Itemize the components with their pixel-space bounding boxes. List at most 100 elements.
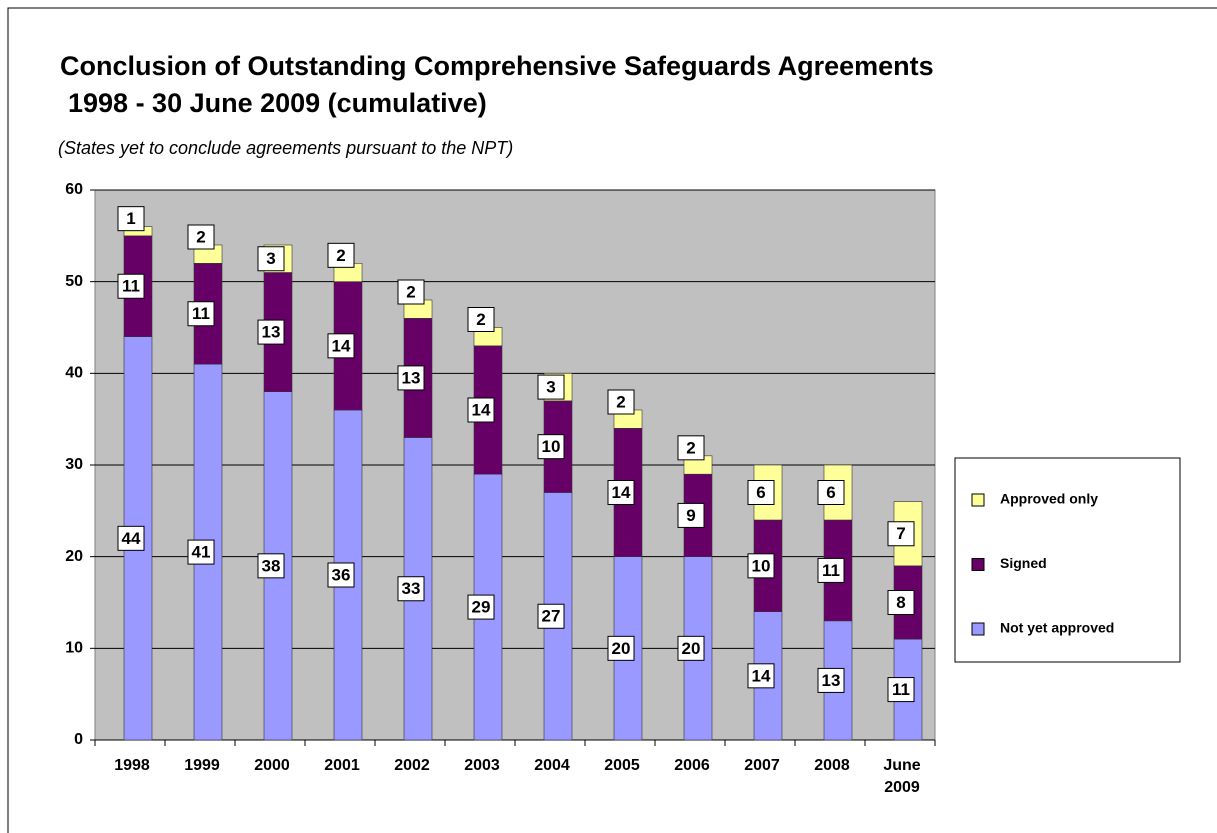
data-label: 14 <box>612 483 631 502</box>
data-label-box <box>117 273 145 299</box>
data-label: 10 <box>752 556 771 575</box>
data-label: 14 <box>332 336 351 355</box>
data-label: 11 <box>122 277 140 296</box>
data-label-box <box>887 677 915 703</box>
data-label-box <box>537 374 565 400</box>
data-label: 36 <box>332 565 351 584</box>
data-label-box <box>327 242 355 268</box>
data-label-box <box>187 539 215 565</box>
data-label: 2 <box>196 227 205 246</box>
x-tick-label: 2004 <box>534 757 570 774</box>
x-tick-label: 2008 <box>814 757 850 774</box>
y-tick-label: 10 <box>65 640 83 657</box>
legend-swatch <box>971 622 985 636</box>
data-label-box <box>467 594 495 620</box>
data-label-box <box>537 603 565 629</box>
chart-title: Conclusion of Outstanding Comprehensive … <box>60 51 934 81</box>
data-label-box <box>817 557 845 583</box>
data-label-box <box>327 333 355 359</box>
data-label-box <box>677 635 705 661</box>
data-label: 2 <box>686 438 695 457</box>
y-tick-label: 60 <box>65 181 83 198</box>
data-label-box <box>187 224 215 250</box>
data-label: 11 <box>822 561 840 580</box>
chart-note: (States yet to conclude agreements pursu… <box>58 138 513 158</box>
data-label: 13 <box>262 323 281 342</box>
data-label: 2 <box>336 246 345 265</box>
data-label: 2 <box>406 282 415 301</box>
x-tick-label: 2000 <box>254 757 290 774</box>
data-label-box <box>257 246 285 272</box>
chart-subtitle: 1998 - 30 June 2009 (cumulative) <box>68 88 487 118</box>
data-label-box <box>887 590 915 615</box>
data-label: 3 <box>266 249 275 268</box>
data-label-box <box>397 365 425 391</box>
x-tick-label: 2005 <box>604 757 640 774</box>
data-label: 7 <box>896 524 905 543</box>
data-label-box <box>817 480 845 505</box>
y-tick-label: 50 <box>65 273 83 290</box>
legend <box>954 457 1181 663</box>
data-label: 8 <box>896 593 905 612</box>
data-label-box <box>817 667 845 693</box>
data-label-box <box>607 635 635 661</box>
y-tick-label: 40 <box>65 365 83 382</box>
data-label: 29 <box>472 598 491 617</box>
data-label: 33 <box>402 579 421 598</box>
data-label-box <box>747 553 775 579</box>
legend-label: Not yet approved <box>1000 620 1114 636</box>
data-label-box <box>117 206 145 232</box>
y-tick-label: 20 <box>65 548 83 565</box>
data-label: 1 <box>126 209 135 228</box>
legend-label: Approved only <box>1000 491 1098 507</box>
data-label-box <box>607 480 635 505</box>
x-tick-label: 1998 <box>114 757 150 774</box>
data-label-box <box>257 319 285 345</box>
data-label-box <box>467 307 495 332</box>
data-label-box <box>117 525 145 551</box>
legend-label: Signed <box>1000 555 1047 571</box>
x-tick-label: 1999 <box>184 757 220 774</box>
x-tick-label: 2001 <box>324 757 360 774</box>
x-tick-label: June 2009 <box>883 757 920 796</box>
y-tick-label: 30 <box>65 456 83 473</box>
data-label-box <box>187 301 215 327</box>
data-label-box <box>327 562 355 588</box>
data-label: 11 <box>892 680 910 699</box>
data-label: 44 <box>122 529 141 548</box>
data-label: 14 <box>472 400 491 419</box>
data-label: 20 <box>682 639 701 658</box>
data-label: 10 <box>542 437 561 456</box>
data-label-box <box>677 502 705 528</box>
x-tick-label: 2003 <box>464 757 500 774</box>
data-label-box <box>747 480 775 505</box>
data-label-box <box>677 435 705 461</box>
x-tick-label: 2002 <box>394 757 430 774</box>
data-label: 38 <box>262 556 281 575</box>
data-label-box <box>747 663 775 689</box>
data-label: 2 <box>476 310 485 329</box>
data-label-box <box>397 576 425 602</box>
data-label-box <box>887 521 915 547</box>
data-label: 11 <box>192 304 210 323</box>
legend-swatch <box>971 558 985 571</box>
data-label: 6 <box>756 483 765 502</box>
data-label: 13 <box>402 368 421 387</box>
data-label: 13 <box>822 671 841 690</box>
data-label: 2 <box>616 392 625 411</box>
data-label: 20 <box>612 639 631 658</box>
data-label: 6 <box>826 483 835 502</box>
legend-swatch <box>971 493 985 507</box>
data-label: 41 <box>192 543 211 562</box>
data-label-box <box>257 553 285 579</box>
data-label: 3 <box>546 378 555 397</box>
x-tick-label: 2006 <box>674 757 710 774</box>
data-label: 14 <box>752 666 771 685</box>
data-label-box <box>607 389 635 415</box>
y-tick-label: 0 <box>74 731 83 748</box>
data-label-box <box>537 434 565 460</box>
data-label: 27 <box>542 607 561 626</box>
data-label-box <box>397 279 425 305</box>
data-label-box <box>467 397 495 423</box>
